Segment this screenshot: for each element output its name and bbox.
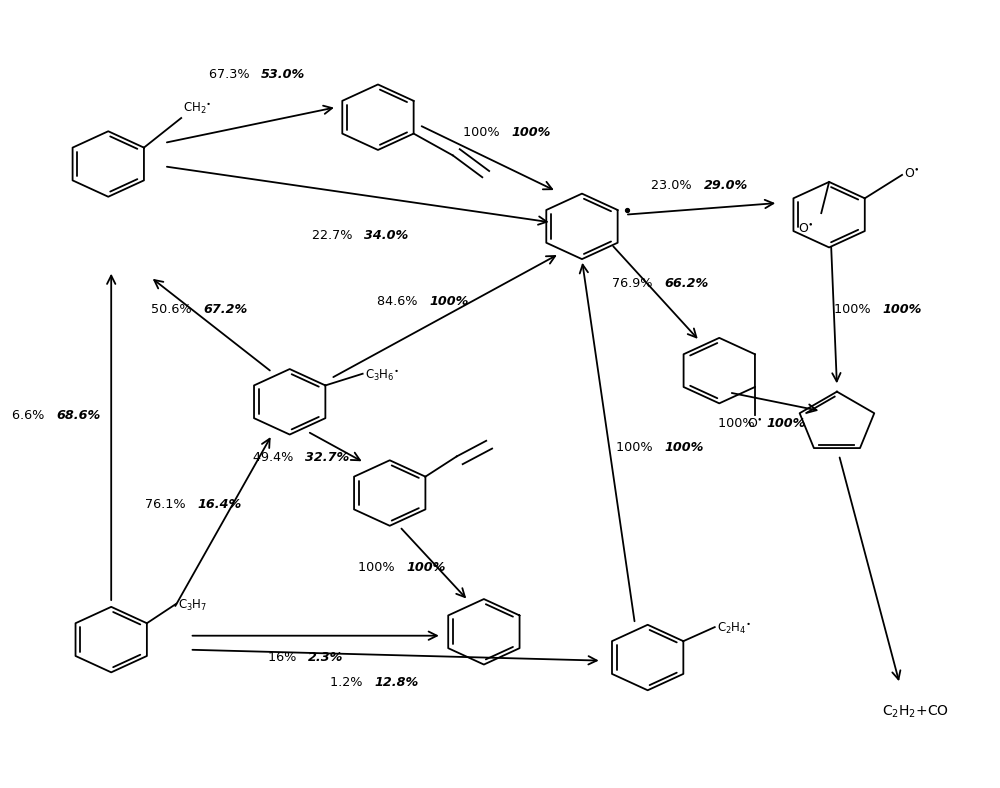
Text: 16.4%: 16.4%	[198, 498, 242, 511]
Text: 100%: 100%	[834, 303, 878, 316]
Text: 34.0%: 34.0%	[364, 229, 408, 242]
Text: 12.8%: 12.8%	[374, 676, 418, 689]
Text: 100%: 100%	[406, 560, 446, 574]
Text: O$^{\bullet}$: O$^{\bullet}$	[904, 169, 920, 181]
Text: C$_3$H$_7$: C$_3$H$_7$	[178, 598, 208, 613]
Text: 100%: 100%	[616, 440, 660, 454]
Text: 68.6%: 68.6%	[56, 409, 101, 422]
Text: 32.7%: 32.7%	[305, 452, 350, 464]
Text: 76.1%: 76.1%	[145, 498, 194, 511]
Text: 53.0%: 53.0%	[261, 68, 306, 81]
Text: 6.6%: 6.6%	[12, 409, 52, 422]
Text: 16%: 16%	[268, 651, 304, 664]
Text: 100%: 100%	[882, 303, 921, 316]
Text: 100%: 100%	[718, 417, 762, 430]
Text: 84.6%: 84.6%	[377, 296, 425, 308]
Text: 1.2%: 1.2%	[330, 676, 370, 689]
Text: CH$_2$$^{\bullet}$: CH$_2$$^{\bullet}$	[183, 101, 212, 117]
Text: 100%: 100%	[429, 296, 468, 308]
Text: 66.2%: 66.2%	[664, 277, 709, 290]
Text: 50.6%: 50.6%	[151, 303, 199, 316]
Text: O$^{\bullet}$: O$^{\bullet}$	[798, 222, 814, 236]
Text: C$_2$H$_4$$^{\bullet}$: C$_2$H$_4$$^{\bullet}$	[717, 621, 751, 636]
Text: 100%: 100%	[766, 417, 806, 430]
Text: 76.9%: 76.9%	[612, 277, 660, 290]
Text: 100%: 100%	[664, 440, 704, 454]
Text: 67.2%: 67.2%	[203, 303, 248, 316]
Text: 100%: 100%	[358, 560, 402, 574]
Text: 100%: 100%	[511, 126, 551, 139]
Text: 23.0%: 23.0%	[651, 179, 700, 191]
Text: 49.4%: 49.4%	[253, 452, 301, 464]
Text: C$_3$H$_6$$^{\bullet}$: C$_3$H$_6$$^{\bullet}$	[365, 368, 399, 383]
Text: 2.3%: 2.3%	[308, 651, 344, 664]
Text: 67.3%: 67.3%	[209, 68, 257, 81]
Text: O$^{\bullet}$: O$^{\bullet}$	[747, 418, 763, 431]
Text: 22.7%: 22.7%	[312, 229, 360, 242]
Text: 100%: 100%	[463, 126, 507, 139]
Text: 29.0%: 29.0%	[704, 179, 748, 191]
Text: C$_2$H$_2$+CO: C$_2$H$_2$+CO	[882, 704, 949, 720]
